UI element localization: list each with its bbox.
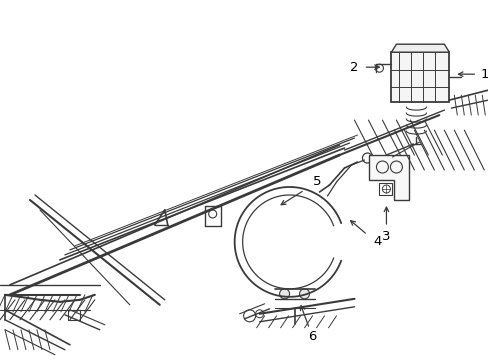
Text: 4: 4 xyxy=(372,235,381,248)
Text: 3: 3 xyxy=(382,230,390,243)
Text: 6: 6 xyxy=(308,330,316,343)
Text: 2: 2 xyxy=(349,61,358,74)
Polygon shape xyxy=(390,44,448,52)
Circle shape xyxy=(279,289,289,299)
Text: 1: 1 xyxy=(480,68,488,81)
Polygon shape xyxy=(369,155,408,200)
Text: 5: 5 xyxy=(313,175,321,189)
Polygon shape xyxy=(390,52,448,102)
Circle shape xyxy=(299,289,309,299)
